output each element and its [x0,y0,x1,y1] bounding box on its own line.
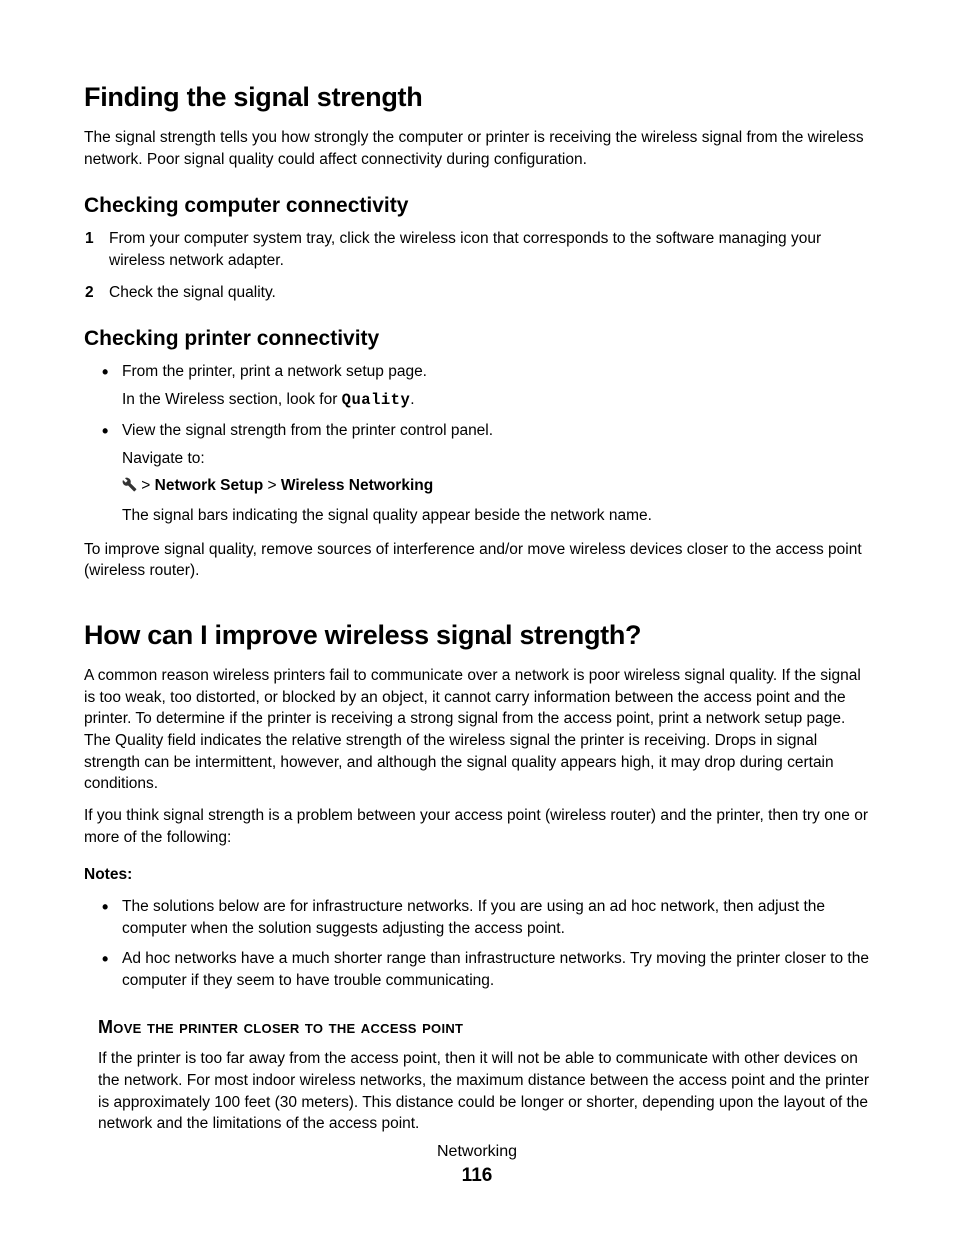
heading-finding-signal: Finding the signal strength [84,82,876,113]
intro-paragraph: The signal strength tells you how strong… [84,127,876,170]
navigate-label: Navigate to: [122,448,876,470]
computer-steps-list: 1From your computer system tray, click t… [85,228,876,303]
bullet-subtext: In the Wireless section, look for Qualit… [122,389,876,412]
step-number: 1 [85,228,99,271]
heading-checking-printer: Checking printer connectivity [84,327,876,351]
nav-wireless-networking: Wireless Networking [281,477,433,494]
wrench-icon [122,477,137,499]
step-text: From your computer system tray, click th… [109,228,876,271]
heading-move-closer: Move the printer closer to the access po… [98,1017,876,1038]
move-closer-body: If the printer is too far away from the … [98,1048,876,1135]
signal-bars-text: The signal bars indicating the signal qu… [122,505,876,527]
bullet-text: View the signal strength from the printe… [122,422,493,439]
note-1: The solutions below are for infrastructu… [102,896,876,939]
footer-page-number: 116 [0,1165,954,1187]
page-footer: Networking 116 [0,1143,954,1187]
improve-outro: To improve signal quality, remove source… [84,539,876,582]
quality-code: Quality [342,391,411,409]
step-number: 2 [85,282,99,304]
step-2: 2 Check the signal quality. [85,282,876,304]
nav-path: > Network Setup > Wireless Networking [122,475,876,499]
step-text: Check the signal quality. [109,282,276,304]
heading-checking-computer: Checking computer connectivity [84,194,876,218]
improve-p2: If you think signal strength is a proble… [84,805,876,848]
printer-bullets: From the printer, print a network setup … [102,361,876,526]
heading-improve-signal: How can I improve wireless signal streng… [84,620,876,651]
bullet-text: From the printer, print a network setup … [122,363,427,380]
bullet-view-strength: View the signal strength from the printe… [102,420,876,527]
improve-p1: A common reason wireless printers fail t… [84,665,876,795]
note-2: Ad hoc networks have a much shorter rang… [102,948,876,991]
step-1: 1From your computer system tray, click t… [85,228,876,271]
bullet-print-setup: From the printer, print a network setup … [102,361,876,411]
notes-label: Notes: [84,866,876,884]
footer-section-label: Networking [0,1143,954,1161]
notes-list: The solutions below are for infrastructu… [102,896,876,991]
nav-network-setup: Network Setup [155,477,264,494]
